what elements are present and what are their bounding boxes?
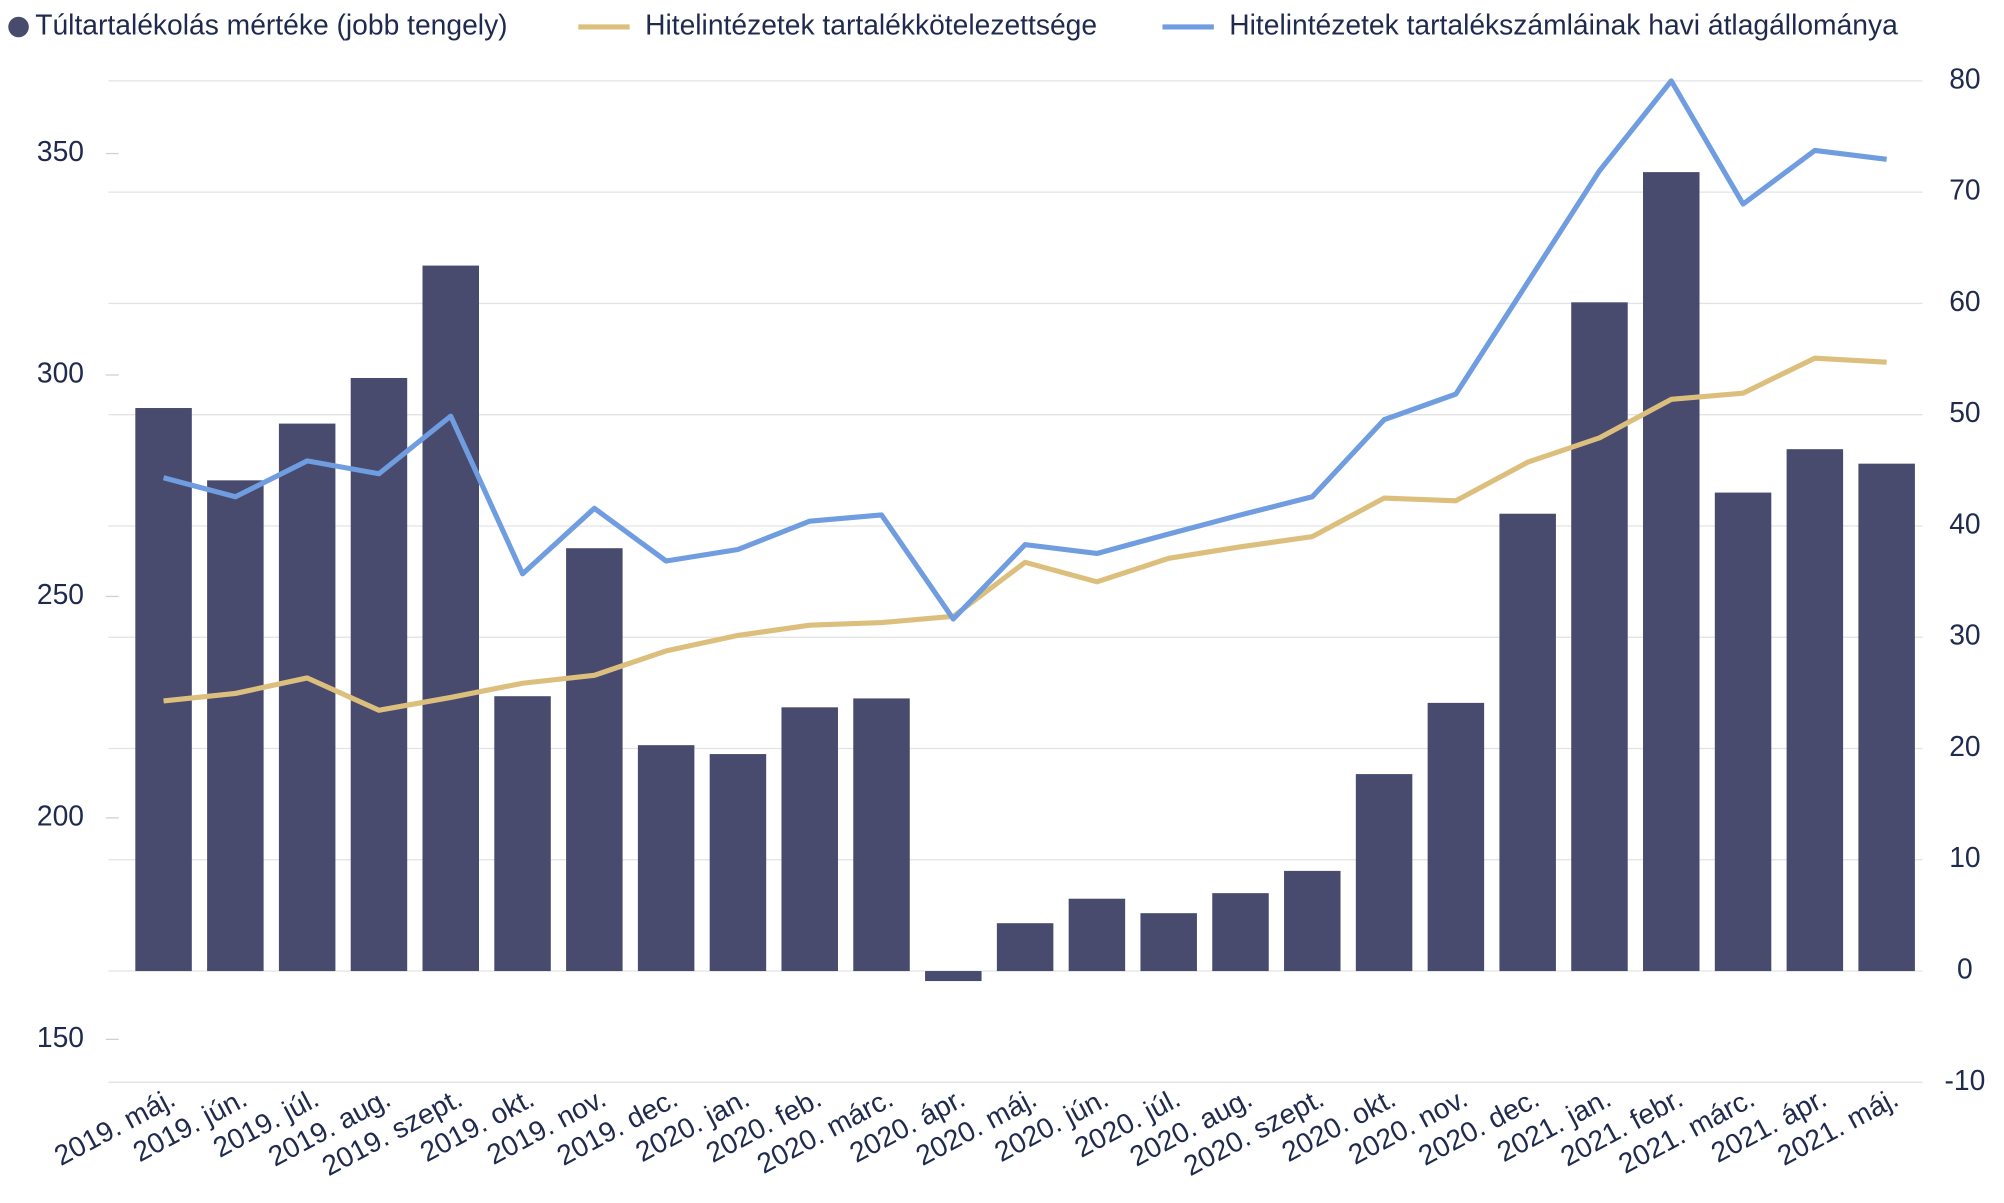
y2-tick-label: 50 bbox=[1949, 396, 1980, 428]
bar bbox=[1643, 172, 1700, 972]
y-tick-label: 150 bbox=[37, 1021, 84, 1053]
bar bbox=[350, 377, 408, 972]
bar bbox=[1858, 463, 1915, 972]
bar bbox=[207, 480, 264, 972]
bar bbox=[1571, 302, 1628, 972]
y-tick-label: 200 bbox=[37, 799, 84, 831]
legend-label: Túltartalékolás mértéke (jobb tengely) bbox=[35, 8, 507, 40]
y-tick-label: 250 bbox=[37, 578, 84, 610]
y2-tick-label: 40 bbox=[1949, 507, 1980, 539]
bar bbox=[1284, 870, 1341, 972]
bar bbox=[135, 408, 192, 972]
bar bbox=[278, 423, 336, 972]
bar bbox=[1140, 913, 1197, 972]
bar bbox=[853, 698, 910, 972]
bar bbox=[1427, 702, 1485, 972]
bar bbox=[422, 265, 479, 972]
y-tick-label: 300 bbox=[37, 356, 84, 388]
bar bbox=[781, 707, 838, 972]
bar bbox=[1786, 449, 1844, 972]
bar bbox=[996, 923, 1054, 972]
bar bbox=[1212, 893, 1269, 972]
y2-tick-label: -10 bbox=[1945, 1064, 1986, 1096]
y2-tick-label: 10 bbox=[1949, 841, 1980, 873]
y2-tick-label: 20 bbox=[1949, 730, 1980, 762]
y2-tick-label: 70 bbox=[1949, 174, 1980, 206]
bar bbox=[709, 754, 767, 972]
bar bbox=[1068, 898, 1126, 972]
bar bbox=[1714, 492, 1772, 972]
y2-tick-label: 30 bbox=[1949, 619, 1980, 651]
bar bbox=[925, 971, 982, 982]
legend-label: Hitelintézetek tartalékkötelezettsége bbox=[645, 8, 1097, 40]
y2-tick-label: 60 bbox=[1949, 285, 1980, 317]
y-tick-label: 350 bbox=[37, 135, 84, 167]
line bbox=[163, 355, 1887, 713]
bar bbox=[1499, 513, 1556, 972]
legend-marker bbox=[8, 16, 29, 38]
y2-tick-label: 0 bbox=[1957, 952, 1973, 984]
bar bbox=[566, 548, 623, 972]
bar bbox=[1355, 774, 1413, 972]
legend-label: Hitelintézetek tartalékszámláinak havi á… bbox=[1229, 8, 1898, 40]
bar bbox=[637, 745, 695, 972]
y2-tick-label: 80 bbox=[1949, 62, 1980, 94]
line bbox=[162, 78, 1887, 622]
bar bbox=[494, 696, 551, 972]
